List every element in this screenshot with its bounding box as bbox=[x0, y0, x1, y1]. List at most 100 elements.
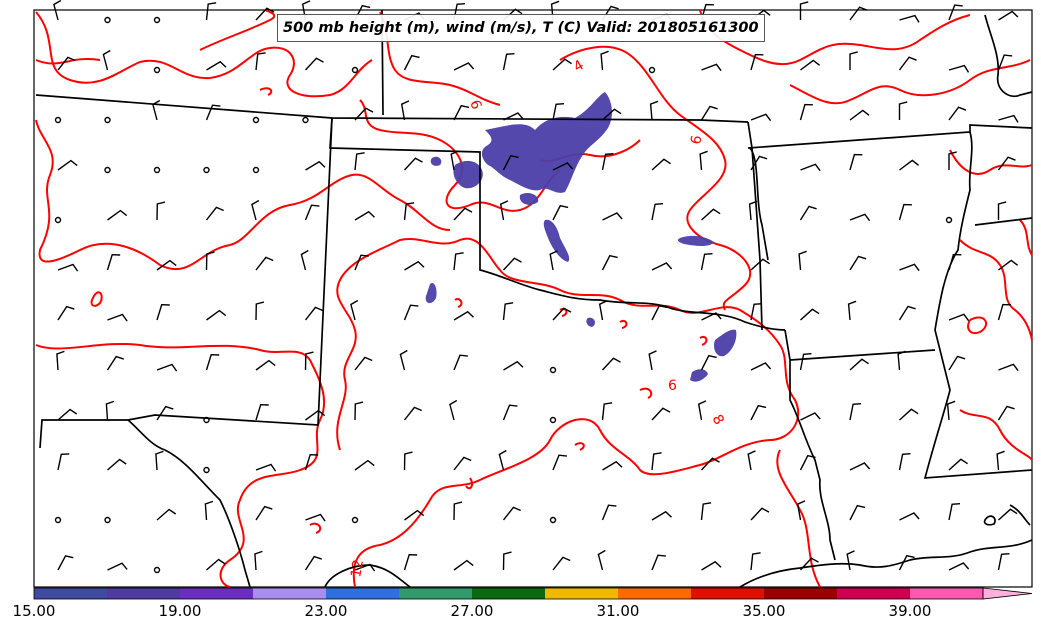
wind-barb bbox=[750, 258, 770, 271]
wind-barb bbox=[651, 407, 671, 421]
wind-barb bbox=[453, 354, 468, 371]
wind-barb bbox=[304, 555, 323, 571]
wind-barb bbox=[255, 403, 269, 421]
wind-barb bbox=[205, 206, 224, 221]
wind-barb bbox=[453, 456, 472, 471]
wind-barb bbox=[799, 1, 809, 20]
colorbar-extend-arrow bbox=[982, 587, 1033, 600]
wind-barb bbox=[499, 200, 509, 221]
wind-barb bbox=[998, 508, 1018, 521]
wind-barb bbox=[800, 412, 821, 421]
calm-station-marker bbox=[203, 416, 210, 424]
colorbar-tick-label: 27.00 bbox=[450, 602, 494, 620]
wind-barb bbox=[798, 250, 807, 271]
wind-barb bbox=[453, 252, 464, 271]
calm-station-marker bbox=[104, 116, 111, 124]
wind-barb bbox=[453, 62, 475, 71]
calm-station-marker bbox=[153, 16, 161, 24]
colorbar-segment bbox=[545, 588, 618, 599]
wind-barb bbox=[403, 202, 415, 221]
wind-barb bbox=[699, 150, 708, 171]
colorbar-outline bbox=[33, 587, 984, 600]
wind-barb bbox=[107, 209, 128, 221]
wind-barb bbox=[648, 350, 657, 371]
wind-barb bbox=[106, 355, 125, 371]
colorbar-segment bbox=[764, 588, 837, 599]
colorbar-segment bbox=[399, 588, 472, 599]
wind-barb bbox=[600, 50, 609, 71]
wind-barb bbox=[601, 254, 618, 271]
wind-barb bbox=[57, 453, 70, 471]
calm-station-marker bbox=[104, 16, 111, 24]
wind-barb bbox=[998, 259, 1019, 271]
wind-barb bbox=[750, 53, 764, 71]
colorbar-segment bbox=[472, 588, 545, 599]
wind-barb bbox=[403, 553, 418, 571]
wind-barb bbox=[403, 451, 413, 471]
wind-barb bbox=[750, 507, 770, 521]
wind-barb bbox=[800, 308, 820, 321]
wind-barb bbox=[899, 263, 920, 272]
wind-barb bbox=[255, 505, 273, 521]
calm-station-marker bbox=[252, 166, 260, 174]
wind-barb bbox=[997, 405, 1015, 421]
wind-barb bbox=[602, 460, 623, 471]
calm-station-marker bbox=[104, 166, 111, 174]
wind-barb bbox=[453, 501, 463, 521]
wind-barb bbox=[549, 250, 558, 271]
wind-barb bbox=[502, 53, 515, 71]
wind-barb bbox=[997, 54, 1013, 71]
wind-barb bbox=[255, 52, 266, 71]
wind-barb bbox=[649, 100, 659, 121]
wind-barb bbox=[651, 304, 668, 321]
wind-barb bbox=[156, 303, 170, 321]
wind-barb bbox=[701, 63, 722, 72]
colorbar-segment bbox=[253, 588, 326, 599]
wind-barb bbox=[898, 554, 915, 571]
wind-barb bbox=[354, 401, 364, 421]
colorbar-segment bbox=[107, 588, 180, 599]
wind-barb bbox=[354, 107, 374, 121]
wind-barb bbox=[53, 0, 62, 21]
wind-barb bbox=[57, 263, 79, 272]
map-border bbox=[33, 9, 1033, 588]
wind-barb bbox=[57, 159, 78, 171]
wind-barb bbox=[898, 453, 911, 471]
wind-barb bbox=[57, 305, 75, 321]
wind-barb bbox=[552, 556, 571, 571]
wind-barb bbox=[998, 114, 1019, 123]
wind-barb bbox=[552, 103, 565, 121]
wind-barb bbox=[449, 399, 458, 421]
colorbar-tick-label: 19.00 bbox=[158, 602, 202, 620]
wind-barb bbox=[156, 201, 166, 221]
wind-barb bbox=[255, 463, 277, 472]
wind-barb bbox=[899, 512, 920, 521]
wind-barb bbox=[948, 4, 963, 21]
calm-station-marker bbox=[648, 66, 656, 74]
wind-barb bbox=[205, 251, 215, 271]
wind-barb bbox=[697, 400, 707, 421]
wind-barb bbox=[304, 204, 320, 221]
wind-barb bbox=[849, 109, 870, 121]
wind-barb bbox=[400, 100, 410, 121]
wind-barb bbox=[156, 259, 177, 271]
calm-station-marker bbox=[945, 216, 953, 224]
wind-barb bbox=[57, 408, 78, 421]
wind-barb bbox=[601, 357, 621, 371]
wind-barb bbox=[651, 262, 673, 271]
wind-barb bbox=[700, 354, 717, 371]
colorbar-segment bbox=[180, 588, 253, 599]
wind-barb bbox=[502, 154, 519, 171]
calm-station-marker bbox=[153, 166, 161, 174]
wind-barb bbox=[453, 559, 474, 571]
wind-barb bbox=[948, 562, 970, 571]
wind-barb bbox=[300, 249, 309, 271]
wind-barb bbox=[651, 554, 666, 571]
wind-barb bbox=[403, 406, 422, 421]
wind-barb bbox=[700, 457, 720, 471]
wind-barb bbox=[304, 57, 324, 71]
wind-barb bbox=[701, 208, 721, 221]
wind-barb bbox=[453, 310, 474, 321]
calm-station-marker bbox=[153, 566, 161, 574]
wind-barb bbox=[57, 56, 76, 71]
